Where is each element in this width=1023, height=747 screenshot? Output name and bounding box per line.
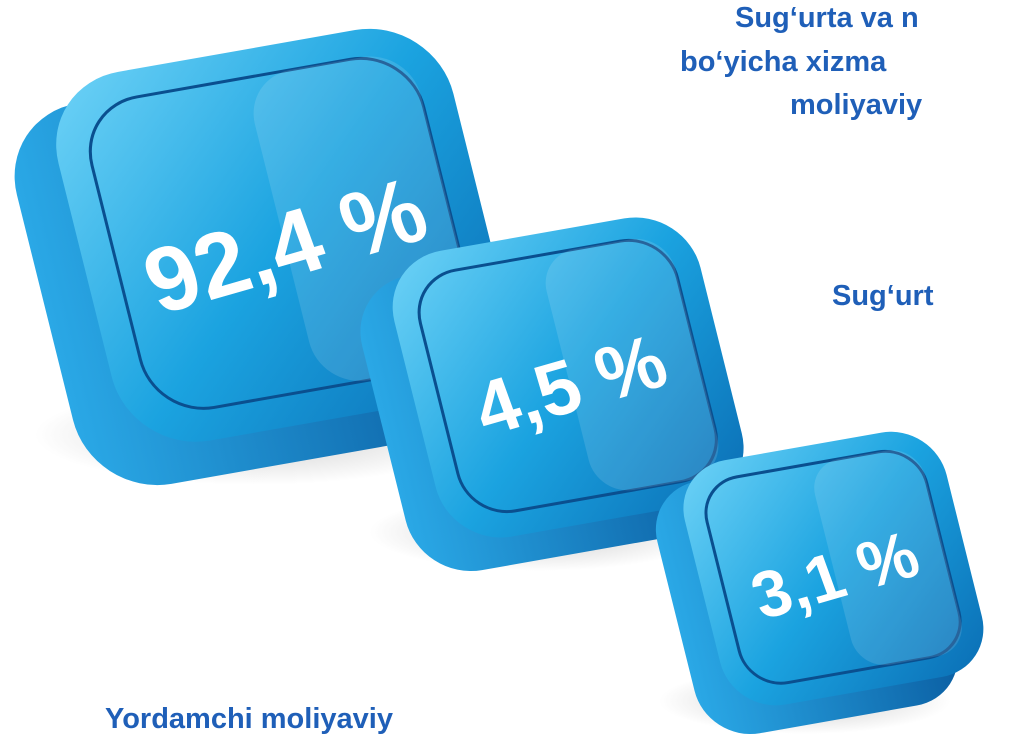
caption-line: moliyaviy: [790, 89, 922, 122]
caption-line: Yordamchi moliyaviy: [105, 703, 393, 736]
page: 92,4 %4,5 %3,1 % Sug‘urta va n bo‘yicha …: [0, 0, 1023, 747]
caption-line: Sug‘urta va n: [735, 2, 919, 35]
caption-line: Sug‘urt: [832, 280, 934, 313]
caption-line: bo‘yicha xizma: [680, 46, 886, 79]
